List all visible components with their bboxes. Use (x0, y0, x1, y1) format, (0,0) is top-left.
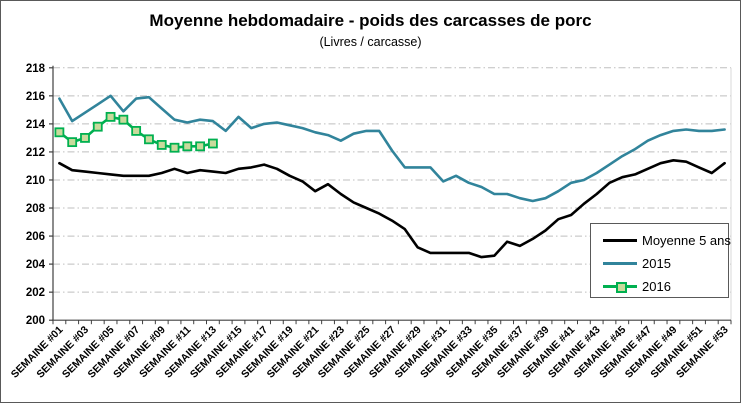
y-axis-label: 214 (26, 119, 46, 131)
data-point-marker (105, 111, 116, 122)
chart-subtitle: (Livres / carcasse) (319, 35, 422, 49)
legend-label: 2015 (642, 255, 671, 271)
legend-line-green-with-square-marker (603, 278, 637, 294)
series-line-moyenne-5-ans (58, 159, 726, 259)
square-marker-icon (616, 281, 627, 293)
data-point-marker (169, 142, 180, 153)
data-point-marker (92, 121, 103, 132)
y-axis-label: 216 (26, 91, 45, 103)
data-point-marker (131, 126, 142, 136)
y-axis-label: 204 (26, 259, 46, 271)
series-line-2015 (58, 94, 726, 203)
legend-label: 2016 (642, 278, 671, 294)
y-axis-label: 202 (26, 287, 45, 299)
chart-title: Moyenne hebdomadaire - poids des carcass… (149, 11, 592, 30)
data-point-marker (54, 127, 65, 138)
data-point-marker (80, 133, 90, 143)
data-point-marker (208, 138, 218, 149)
legend-entry-moyenne-5-ans: Moyenne 5 ans (603, 232, 731, 248)
data-point-marker (182, 141, 193, 152)
legend-line-black (603, 232, 637, 248)
legend-line-teal (603, 255, 637, 271)
y-axis-label: 218 (26, 63, 46, 75)
data-point-marker (144, 134, 154, 145)
data-point-marker (118, 114, 129, 125)
y-axis-label: 206 (26, 231, 45, 243)
legend-label: Moyenne 5 ans (642, 232, 731, 248)
data-point-marker (156, 140, 167, 150)
data-point-marker (195, 141, 206, 152)
y-axis-label: 212 (26, 147, 45, 159)
data-point-marker (67, 137, 78, 148)
chart-legend: Moyenne 5 ans 2015 2016 (590, 223, 731, 298)
y-axis-label: 208 (26, 203, 46, 215)
y-axis-label: 210 (26, 175, 45, 187)
y-axis-label: 200 (26, 315, 45, 327)
legend-entry-2016: 2016 (603, 278, 671, 294)
legend-entry-2015: 2015 (603, 255, 671, 271)
